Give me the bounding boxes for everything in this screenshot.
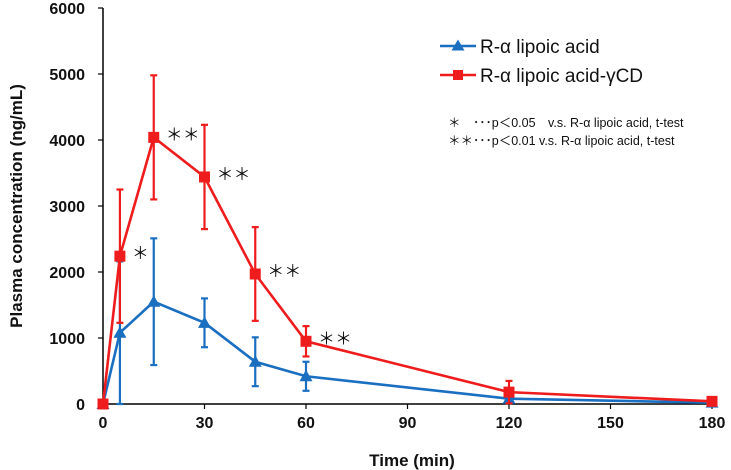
x-tick-label: 30 <box>196 415 214 432</box>
data-point-triangle <box>299 369 313 382</box>
data-point-triangle <box>113 326 127 338</box>
legend: R-α lipoic acid R-α lipoic acid-γCD <box>440 37 643 87</box>
axes <box>98 7 713 409</box>
series-layer <box>96 74 719 410</box>
x-tick-labels: 0 30 60 90 120 150 180 <box>99 415 726 432</box>
series-r-alpha-lipoic-acid-gcd <box>97 74 718 410</box>
significance-mark: ＊＊ <box>217 165 251 185</box>
data-point-square <box>503 386 515 398</box>
data-point-triangle <box>147 295 161 307</box>
series-line <box>101 135 713 405</box>
y-tick-label: 0 <box>76 397 85 414</box>
significance-mark: ＊＊ <box>318 329 352 349</box>
data-point-square <box>249 268 261 280</box>
x-tick-label: 180 <box>699 415 726 432</box>
note-p001: ＊＊･･･p＜0.01 v.s. R-α lipoic acid, t-test <box>448 134 675 148</box>
significance-notes: ＊ ･･･p＜0.05 v.s. R-α lipoic acid, t-test… <box>448 116 684 148</box>
significance-annotations: ＊＊＊＊＊＊＊＊＊ <box>132 125 352 349</box>
significance-mark: ＊ <box>132 244 149 264</box>
x-tick-label: 150 <box>597 415 624 432</box>
legend-triangle-marker <box>451 39 465 51</box>
legend-item-r-alpha-lipoic-acid-gcd: R-α lipoic acid-γCD <box>440 66 643 87</box>
x-axis-title: Time (min) <box>369 451 455 470</box>
y-tick-label: 1000 <box>49 331 85 348</box>
data-point-square <box>706 395 718 407</box>
significance-mark: ＊＊ <box>267 262 301 282</box>
y-tick-labels: 0 1000 2000 3000 4000 5000 6000 <box>49 1 85 414</box>
y-tick-label: 4000 <box>49 133 85 150</box>
y-tick-label: 6000 <box>49 1 85 18</box>
series-r-alpha-lipoic-acid <box>96 237 719 409</box>
x-tick-label: 0 <box>99 415 108 432</box>
data-point-square <box>300 335 312 347</box>
y-tick-label: 5000 <box>49 67 85 84</box>
data-point-square <box>199 171 210 183</box>
legend-item-r-alpha-lipoic-acid: R-α lipoic acid <box>440 37 600 58</box>
data-point-square <box>148 131 160 143</box>
data-point-triangle <box>248 355 262 367</box>
legend-square-marker <box>453 70 463 80</box>
x-tick-label: 90 <box>399 415 417 432</box>
y-axis-title: Plasma concentration (ng/mL) <box>7 84 26 328</box>
data-point-square <box>97 398 109 410</box>
legend-label-r-alpha-lipoic-acid: R-α lipoic acid <box>480 37 600 58</box>
x-tick-label: 60 <box>297 415 315 432</box>
significance-mark: ＊＊ <box>166 125 200 145</box>
y-tick-label: 2000 <box>49 265 85 282</box>
x-tick-label: 120 <box>496 415 523 432</box>
legend-label-r-alpha-lipoic-acid-gcd: R-α lipoic acid-γCD <box>480 66 643 87</box>
series-line <box>101 300 713 405</box>
y-tick-label: 3000 <box>49 199 85 216</box>
data-point-triangle <box>198 316 211 328</box>
data-point-square <box>114 250 126 262</box>
note-p005: ＊ ･･･p＜0.05 v.s. R-α lipoic acid, t-test <box>448 116 684 130</box>
